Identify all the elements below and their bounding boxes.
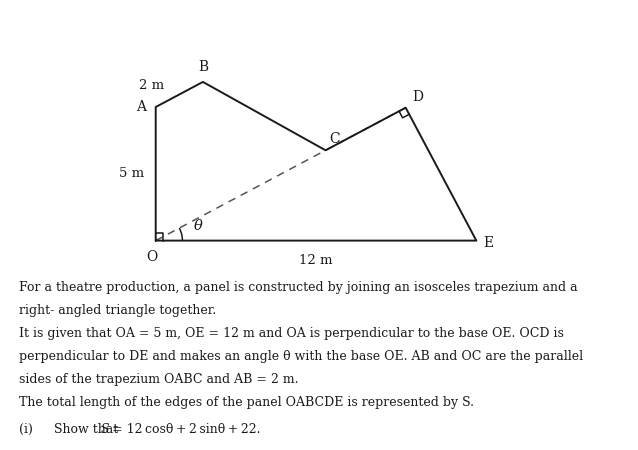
- Text: For a theatre production, a panel is constructed by joining an isosceles trapezi: For a theatre production, a panel is con…: [19, 281, 578, 294]
- Text: Show that: Show that: [54, 423, 122, 436]
- Text: (i): (i): [19, 423, 33, 436]
- Text: sides of the trapezium OABC and AB = 2 m.: sides of the trapezium OABC and AB = 2 m…: [19, 373, 299, 386]
- Text: θ: θ: [193, 219, 202, 233]
- Text: 12 m: 12 m: [299, 254, 333, 267]
- Text: A: A: [137, 100, 146, 114]
- Text: B: B: [198, 60, 208, 74]
- Text: D: D: [412, 90, 424, 104]
- Text: S: S: [101, 423, 110, 436]
- Text: C: C: [330, 132, 340, 146]
- Text: right- angled triangle together.: right- angled triangle together.: [19, 304, 216, 317]
- Text: E: E: [483, 236, 493, 250]
- Text: perpendicular to DE and makes an angle θ with the base OE. AB and OC are the par: perpendicular to DE and makes an angle θ…: [19, 350, 583, 363]
- Text: The total length of the edges of the panel OABCDE is represented by S.: The total length of the edges of the pan…: [19, 396, 474, 409]
- Text: 2 m: 2 m: [140, 79, 165, 92]
- Text: It is given that OA = 5 m, OE = 12 m and OA is perpendicular to the base OE. OCD: It is given that OA = 5 m, OE = 12 m and…: [19, 327, 564, 340]
- Text: = 12 cosθ + 2 sinθ + 22.: = 12 cosθ + 2 sinθ + 22.: [108, 423, 261, 436]
- Text: O: O: [146, 250, 158, 264]
- Text: 5 m: 5 m: [119, 167, 144, 180]
